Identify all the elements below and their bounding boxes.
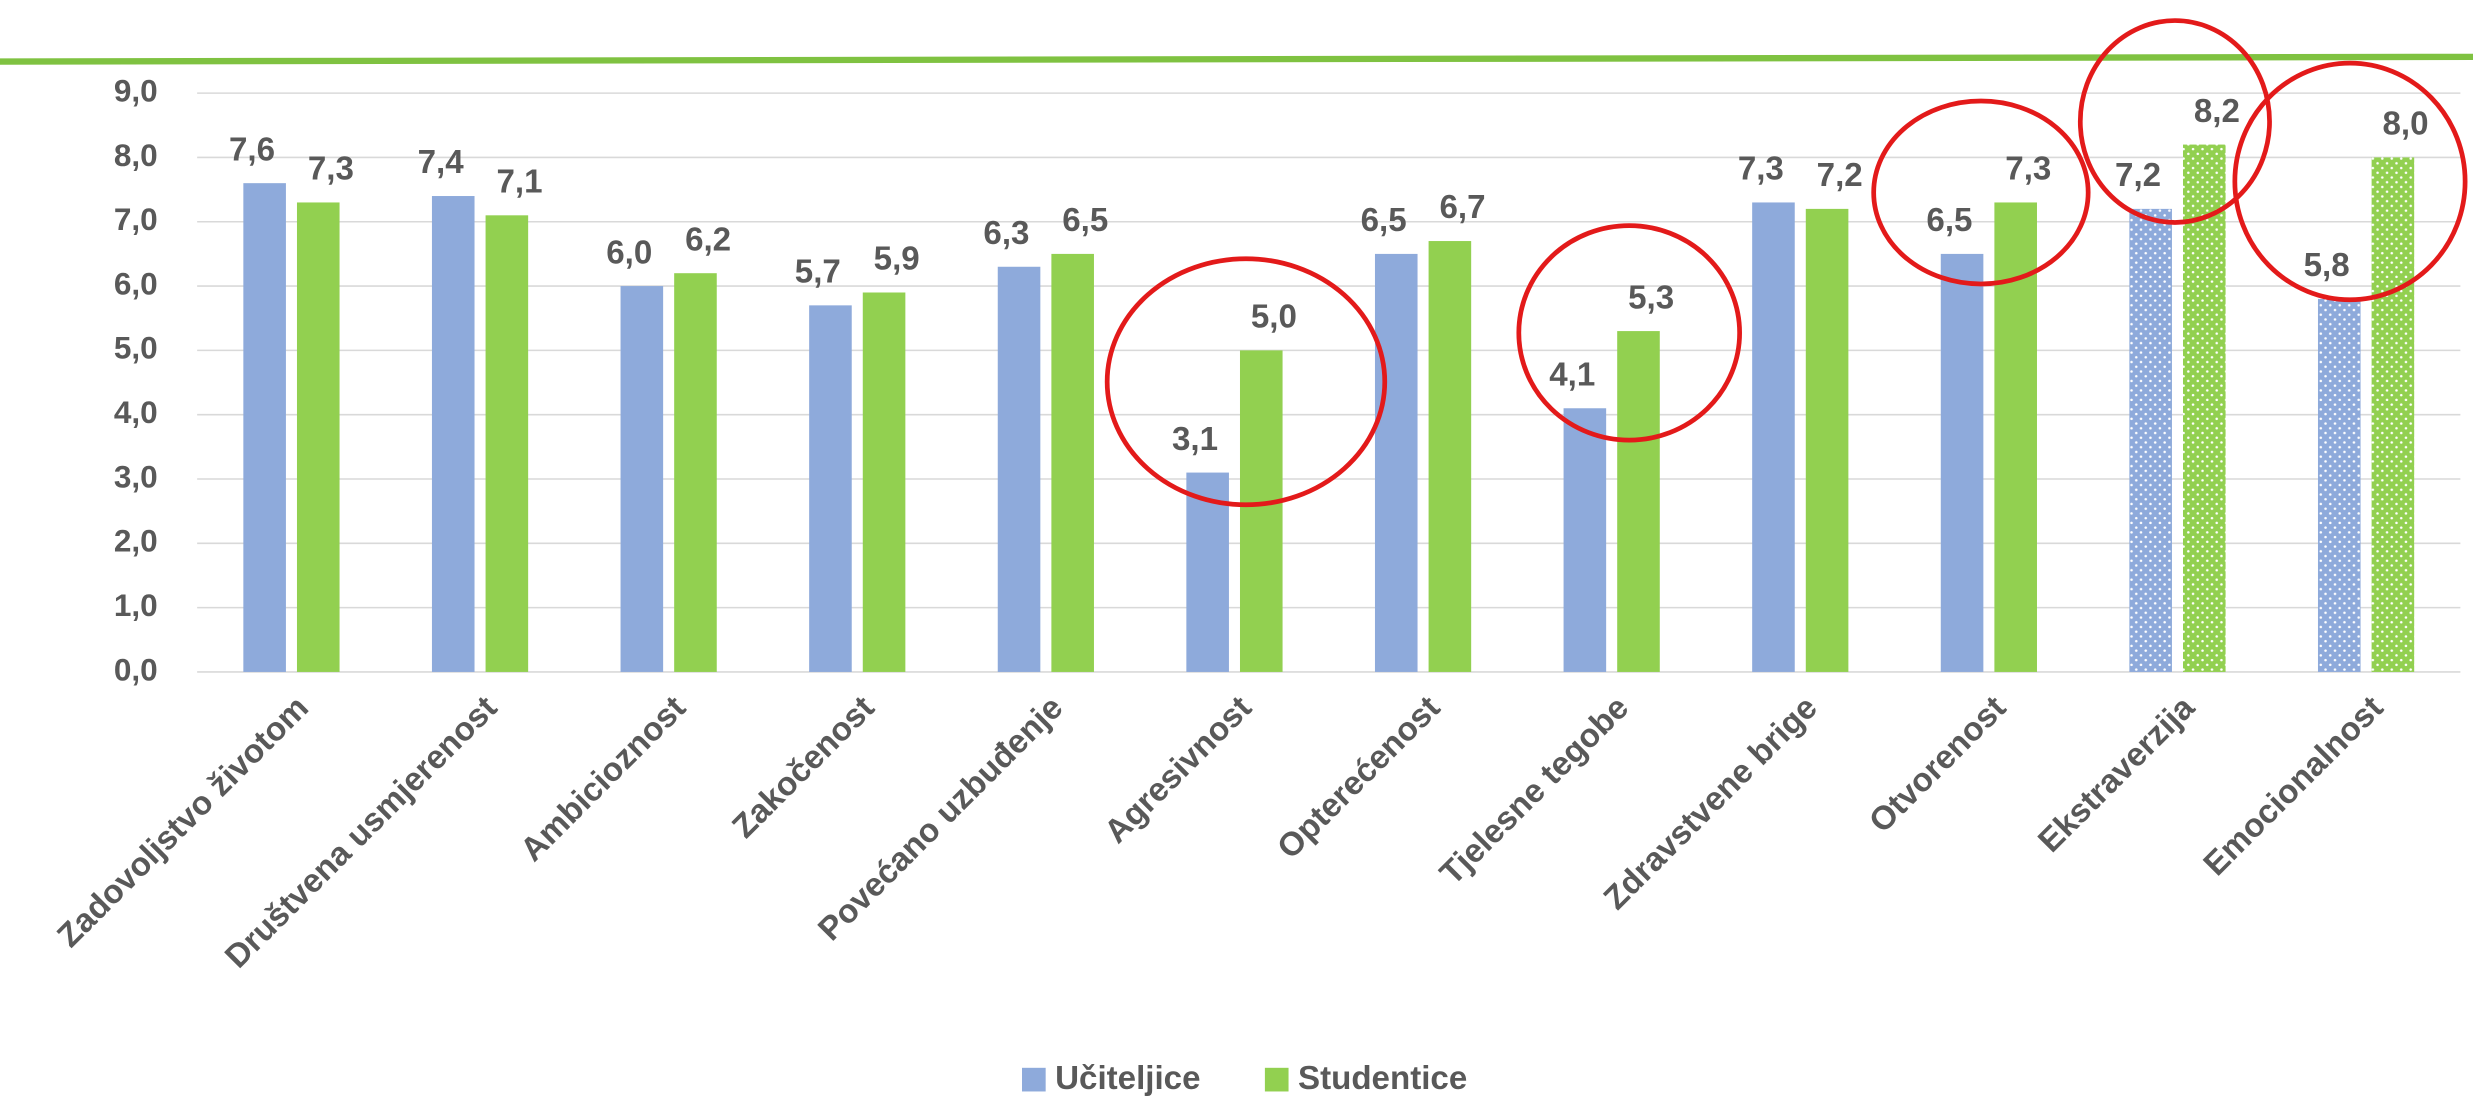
bar	[1428, 241, 1472, 672]
bar	[2129, 208, 2172, 672]
legend-label: Studentice	[1298, 1060, 1467, 1097]
bar	[1563, 408, 1607, 672]
data-label: 5,9	[874, 241, 920, 278]
data-label: 7,4	[418, 144, 465, 181]
data-label: 3,1	[1172, 421, 1218, 458]
bar	[2317, 298, 2361, 672]
bar	[620, 286, 664, 672]
annotation-circle	[2077, 18, 2272, 225]
y-tick-label: 2,0	[114, 523, 158, 559]
data-label: 6,0	[606, 234, 652, 271]
y-tick-label: 4,0	[114, 394, 158, 430]
bar	[862, 292, 906, 672]
x-tick-label: Zdravstvene brige	[1597, 689, 1825, 917]
bar	[1617, 331, 1660, 672]
bar	[243, 183, 286, 672]
data-label: 7,1	[496, 164, 542, 201]
data-label: 7,3	[308, 151, 354, 188]
data-label: 6,3	[983, 215, 1029, 252]
data-label: 4,1	[1549, 356, 1595, 393]
data-label: 5,8	[2304, 247, 2350, 284]
x-tick-label: Opterećenost	[1270, 689, 1447, 866]
y-tick-label: 1,0	[114, 587, 158, 623]
y-tick-label: 5,0	[114, 330, 158, 366]
data-label: 6,5	[1062, 202, 1108, 239]
bar	[1186, 472, 1229, 672]
x-tick-label: Tjelesne tegobe	[1433, 689, 1636, 892]
bar	[1051, 253, 1094, 672]
bar	[2371, 157, 2415, 672]
bar	[485, 215, 529, 672]
data-label: 8,2	[2194, 93, 2240, 130]
bar	[997, 266, 1041, 672]
data-label: 5,0	[1251, 299, 1297, 336]
bar	[2182, 144, 2226, 672]
x-tick-label: Ambicioznost	[513, 689, 693, 869]
x-tick-label: Zakočenost	[725, 689, 881, 845]
data-label: 7,3	[2005, 151, 2051, 188]
legend-swatch	[1022, 1067, 1046, 1092]
data-label: 8,0	[2382, 106, 2428, 143]
y-tick-label: 6,0	[114, 265, 158, 301]
top-rule	[0, 53, 2473, 65]
annotation-circles	[1104, 18, 2468, 508]
legend-label: Učiteljice	[1055, 1060, 1200, 1097]
data-label: 5,7	[795, 254, 841, 291]
x-tick-label: Ekstraverzija	[2031, 689, 2202, 860]
x-tick-label: Otvorenost	[1862, 689, 2013, 840]
data-label: 6,7	[1439, 189, 1485, 226]
data-label: 7,2	[1817, 157, 1863, 194]
data-label: 5,3	[1628, 279, 1674, 316]
data-label: 7,3	[1738, 151, 1784, 188]
y-tick-label: 3,0	[114, 458, 158, 494]
bar	[1805, 208, 1849, 672]
annotation-circle	[2232, 60, 2468, 303]
x-tick-label: Agresivnost	[1097, 689, 1258, 850]
y-tick-label: 9,0	[114, 72, 158, 108]
bar	[1239, 350, 1283, 672]
bar	[1374, 253, 1418, 672]
data-label: 6,5	[1361, 202, 1407, 239]
bar	[1752, 202, 1795, 672]
bar	[809, 305, 852, 672]
bar	[296, 202, 340, 672]
legend-swatch	[1264, 1067, 1289, 1092]
bar	[1940, 253, 1984, 672]
bar	[674, 273, 717, 672]
plot-area: 0,01,02,03,04,05,06,07,08,09,0Zadovoljst…	[50, 72, 2461, 976]
x-tick-label: Emocionalnost	[2197, 689, 2391, 883]
bar	[431, 196, 475, 672]
annotation-circle	[1871, 98, 2091, 287]
annotation-circle	[1104, 256, 1388, 508]
annotation-circle	[1516, 223, 1742, 443]
y-tick-label: 7,0	[114, 201, 158, 237]
y-tick-label: 0,0	[114, 651, 158, 687]
data-label: 6,5	[1926, 202, 1972, 239]
data-label: 7,2	[2115, 157, 2161, 194]
y-tick-label: 8,0	[114, 137, 158, 173]
data-label: 7,6	[229, 131, 275, 168]
data-label: 6,2	[685, 221, 731, 258]
